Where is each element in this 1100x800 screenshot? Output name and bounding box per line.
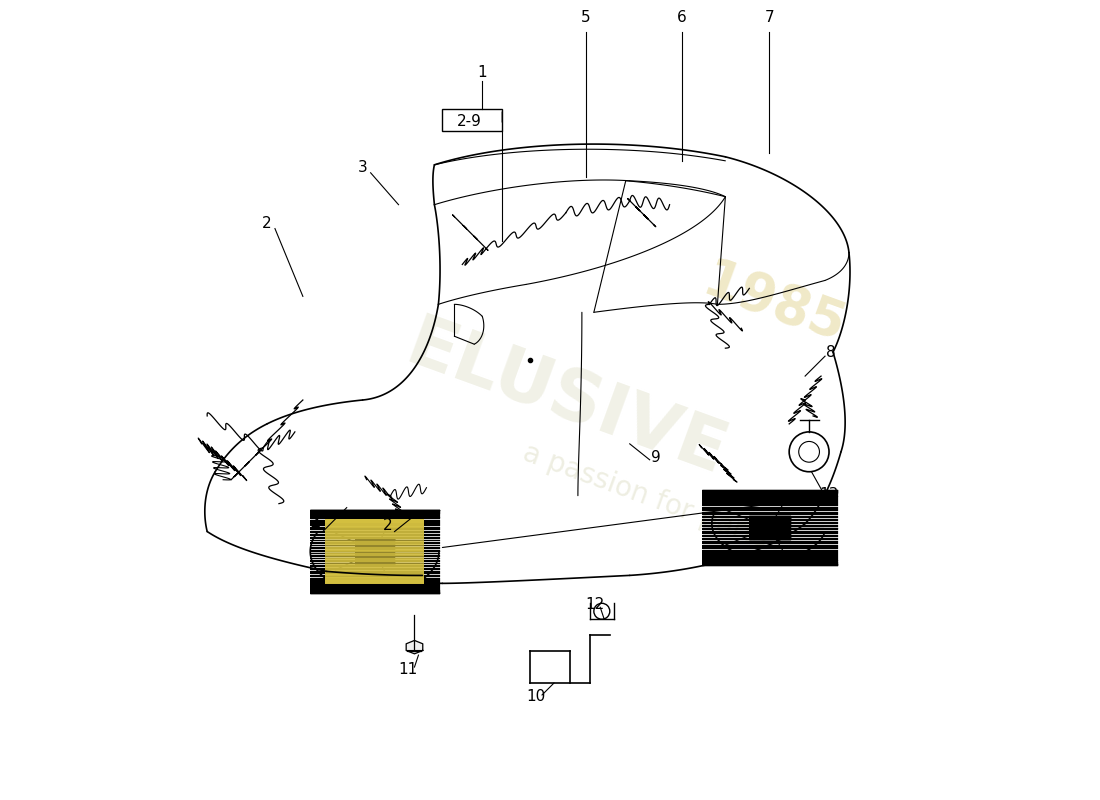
- Text: 2: 2: [262, 215, 272, 230]
- Text: ELUSIVE: ELUSIVE: [396, 310, 736, 490]
- Text: 1: 1: [477, 65, 487, 79]
- Polygon shape: [406, 641, 422, 654]
- Text: 6: 6: [676, 10, 686, 26]
- Text: 12: 12: [585, 598, 604, 612]
- Text: 5: 5: [581, 10, 591, 26]
- Bar: [442, 109, 503, 131]
- Text: 1985: 1985: [695, 254, 851, 354]
- Text: 9: 9: [651, 450, 661, 465]
- Text: 2: 2: [384, 518, 393, 534]
- Text: 7: 7: [764, 10, 774, 26]
- Text: 13: 13: [820, 486, 838, 502]
- Text: 11: 11: [398, 662, 418, 677]
- Text: 8: 8: [826, 345, 835, 360]
- Text: 4: 4: [310, 518, 320, 534]
- Text: 3: 3: [358, 160, 367, 174]
- Text: 2-9: 2-9: [456, 114, 482, 129]
- Text: a passion for parts: a passion for parts: [519, 438, 772, 553]
- Text: 10: 10: [526, 689, 546, 704]
